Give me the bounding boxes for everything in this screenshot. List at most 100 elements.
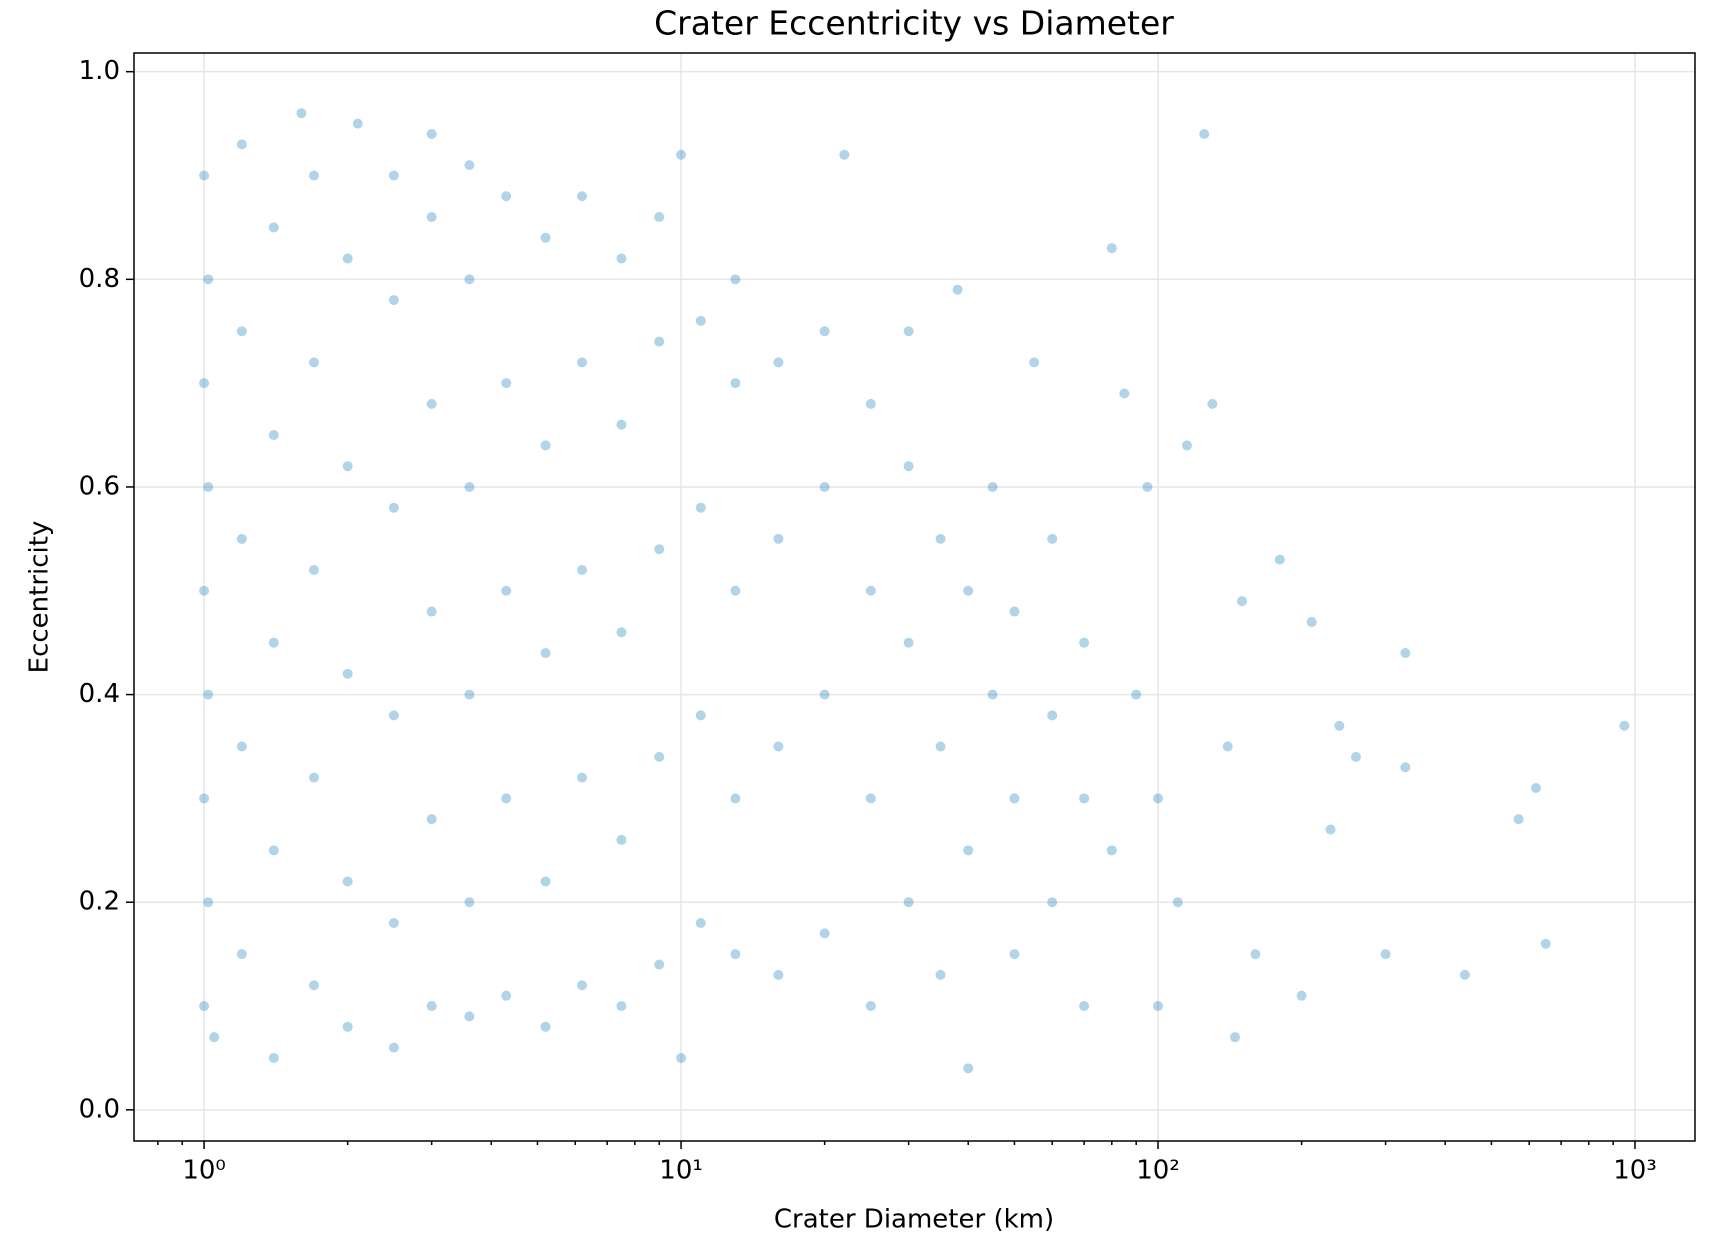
point xyxy=(819,481,830,492)
y-tick-label: 0.0 xyxy=(79,1094,120,1124)
point xyxy=(654,959,665,970)
point xyxy=(1079,1001,1090,1012)
point xyxy=(426,398,437,409)
point xyxy=(464,481,475,492)
point xyxy=(903,326,914,337)
x-tick-label: 10⁰ xyxy=(182,1156,226,1186)
point xyxy=(1530,783,1541,794)
point xyxy=(1350,751,1361,762)
point xyxy=(268,845,279,856)
point xyxy=(308,357,319,368)
point xyxy=(730,793,741,804)
point xyxy=(773,969,784,980)
point xyxy=(577,357,588,368)
point xyxy=(577,980,588,991)
y-tick-label: 0.8 xyxy=(79,264,120,294)
point xyxy=(540,1021,551,1032)
point xyxy=(268,637,279,648)
point xyxy=(1334,720,1345,731)
point xyxy=(819,326,830,337)
point xyxy=(773,357,784,368)
point xyxy=(1079,637,1090,648)
point xyxy=(426,606,437,617)
point xyxy=(236,949,247,960)
point xyxy=(730,949,741,960)
point xyxy=(296,108,307,119)
point xyxy=(236,139,247,150)
point xyxy=(819,928,830,939)
point xyxy=(963,1063,974,1074)
point xyxy=(773,533,784,544)
point xyxy=(308,170,319,181)
point xyxy=(839,149,850,160)
point xyxy=(352,118,363,129)
point xyxy=(501,378,512,389)
point xyxy=(199,170,210,181)
point xyxy=(1079,793,1090,804)
point xyxy=(342,876,353,887)
point xyxy=(654,212,665,223)
point xyxy=(616,253,627,264)
point xyxy=(501,990,512,1001)
point xyxy=(203,274,214,285)
point xyxy=(616,627,627,638)
point xyxy=(1229,1032,1240,1043)
point xyxy=(903,461,914,472)
point xyxy=(1153,1001,1164,1012)
point xyxy=(426,1001,437,1012)
point xyxy=(730,274,741,285)
point xyxy=(540,648,551,659)
point xyxy=(1047,897,1058,908)
point xyxy=(695,315,706,326)
point xyxy=(676,1052,687,1063)
point xyxy=(616,1001,627,1012)
point xyxy=(464,1011,475,1022)
point xyxy=(773,741,784,752)
point xyxy=(308,565,319,576)
point xyxy=(501,585,512,596)
point xyxy=(540,876,551,887)
point xyxy=(199,1001,210,1012)
point xyxy=(1296,990,1307,1001)
point xyxy=(540,232,551,243)
point xyxy=(1181,440,1192,451)
point xyxy=(935,969,946,980)
point xyxy=(987,689,998,700)
point xyxy=(426,212,437,223)
point xyxy=(695,710,706,721)
point xyxy=(1380,949,1391,960)
point xyxy=(952,284,963,295)
point xyxy=(1459,969,1470,980)
point xyxy=(203,897,214,908)
point xyxy=(388,1042,399,1053)
point xyxy=(903,637,914,648)
point xyxy=(963,585,974,596)
point xyxy=(1306,616,1317,627)
point xyxy=(903,897,914,908)
point xyxy=(199,793,210,804)
point xyxy=(268,430,279,441)
point xyxy=(865,793,876,804)
point xyxy=(426,128,437,139)
point xyxy=(695,502,706,513)
point xyxy=(236,326,247,337)
point xyxy=(1619,720,1630,731)
y-axis-label: Eccentricity xyxy=(25,521,55,674)
point xyxy=(464,160,475,171)
point xyxy=(987,481,998,492)
point xyxy=(426,814,437,825)
x-axis-label: Crater Diameter (km) xyxy=(774,1205,1054,1235)
point xyxy=(654,336,665,347)
point xyxy=(1131,689,1142,700)
point xyxy=(501,793,512,804)
point xyxy=(1029,357,1040,368)
point xyxy=(308,772,319,783)
point xyxy=(540,440,551,451)
point xyxy=(236,533,247,544)
y-tick-label: 0.2 xyxy=(79,887,120,917)
point xyxy=(865,398,876,409)
point xyxy=(577,772,588,783)
point xyxy=(236,741,247,752)
point xyxy=(616,834,627,845)
point xyxy=(963,845,974,856)
